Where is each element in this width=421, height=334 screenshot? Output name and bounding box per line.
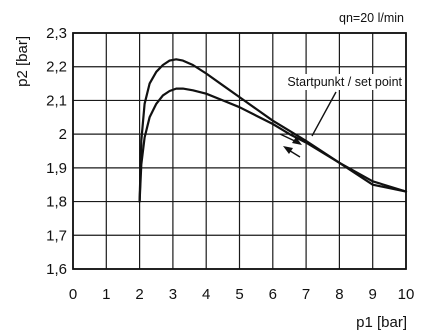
plot-frame [72,32,407,270]
y-tick-label: 2,2 [46,59,67,76]
grid [72,32,407,270]
y-tick-label: 1,6 [46,261,67,278]
y-tick-label: 1,8 [46,194,67,211]
arrow-up-left-head [283,146,293,154]
x-tick-label: 1 [102,286,110,303]
upper-curve [138,58,408,203]
callout-background [285,74,405,90]
x-tick-label: 4 [202,286,210,303]
x-tick-label: 9 [369,286,377,303]
y-axis-title: p2 [bar] [14,36,31,87]
lower-curve [138,87,408,203]
direction-arrows [279,91,337,158]
callout-leader [311,91,337,137]
x-tick-label: 8 [335,286,343,303]
set-point-callout: Startpunkt / set point [287,75,402,89]
y-tick-label: 1,9 [46,160,67,177]
x-tick-label: 2 [135,286,143,303]
x-axis-title: p1 [bar] [356,314,407,331]
y-tick-label: 2,3 [46,25,67,42]
x-tick-label: 5 [235,286,243,303]
y-tick-label: 1,7 [46,227,67,244]
y-tick-label: 2,1 [46,92,67,109]
tick-labels: 0 1 2 3 4 5 6 7 8 9 10 1,6 1,7 1,8 1,9 2 2,1 2,2 2,3 [46,25,414,303]
x-tick-label: 3 [169,286,177,303]
curves [138,58,408,203]
x-tick-label: 6 [269,286,277,303]
y-tick-label: 2 [59,126,67,143]
x-tick-label: 10 [398,286,415,303]
arrow-down-right-head [292,137,302,145]
x-tick-label: 7 [302,286,310,303]
x-tick-label: 0 [69,286,77,303]
flow-annotation: qn=20 l/min [339,11,404,25]
